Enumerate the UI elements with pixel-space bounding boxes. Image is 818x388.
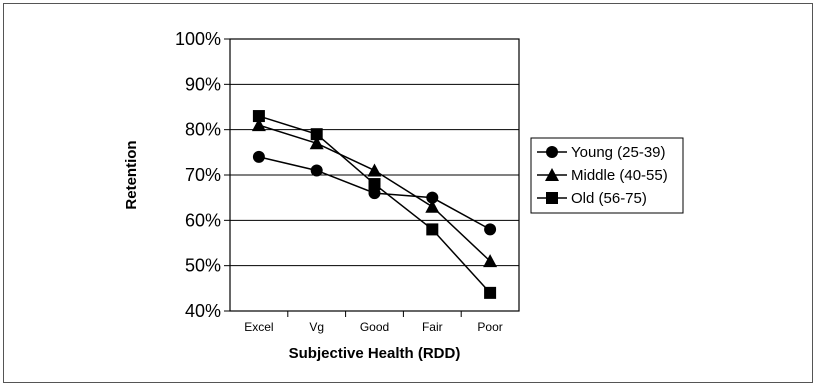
- x-axis-ticks: Excel Vg Good Fair Poor: [244, 311, 503, 334]
- legend-label: Young (25-39): [571, 144, 666, 161]
- y-tick-label: 40%: [185, 301, 221, 321]
- y-axis-ticks: 40% 50% 60% 70% 80% 90% 100%: [175, 29, 230, 321]
- data-point: [368, 178, 381, 191]
- data-point: [367, 163, 382, 177]
- data-point: [309, 136, 324, 150]
- y-tick-label: 90%: [185, 74, 221, 94]
- series-line: [258, 115, 491, 294]
- data-point: [252, 150, 265, 163]
- series-group: [251, 110, 498, 299]
- figure-frame: [3, 3, 813, 383]
- data-point: [251, 118, 266, 132]
- data-point: [426, 223, 439, 236]
- x-tick-label: Good: [360, 320, 389, 334]
- x-tick-label: Poor: [477, 320, 502, 334]
- series-square: [252, 110, 497, 299]
- data-point: [310, 128, 323, 141]
- legend-marker: [546, 146, 558, 158]
- x-tick-label: Fair: [422, 320, 443, 334]
- y-tick-label: 80%: [185, 120, 221, 140]
- data-point: [426, 191, 439, 204]
- data-point: [368, 187, 381, 200]
- y-axis-title: Retention: [123, 140, 140, 209]
- y-tick-label: 60%: [185, 210, 221, 230]
- x-tick-label: Vg: [309, 320, 324, 334]
- x-axis-title: Subjective Health (RDD): [289, 345, 461, 362]
- plot-area-border: [229, 38, 520, 312]
- legend-marker: [546, 192, 558, 204]
- y-tick-label: 50%: [185, 256, 221, 276]
- legend-label: Middle (40-55): [571, 167, 668, 184]
- legend-marker: [545, 168, 559, 181]
- legend: Young (25-39) Middle (40-55) Old (56-75): [530, 137, 684, 214]
- x-tick-label: Excel: [244, 320, 273, 334]
- data-point: [252, 110, 265, 123]
- y-tick-label: 70%: [185, 165, 221, 185]
- series-circle: [252, 150, 497, 236]
- data-point: [484, 223, 497, 236]
- data-point: [483, 254, 498, 268]
- data-point: [310, 164, 323, 177]
- legend-label: Old (56-75): [571, 190, 647, 207]
- series-triangle: [251, 118, 498, 268]
- data-point: [484, 286, 497, 299]
- data-point: [425, 199, 440, 213]
- y-tick-label: 100%: [175, 29, 221, 49]
